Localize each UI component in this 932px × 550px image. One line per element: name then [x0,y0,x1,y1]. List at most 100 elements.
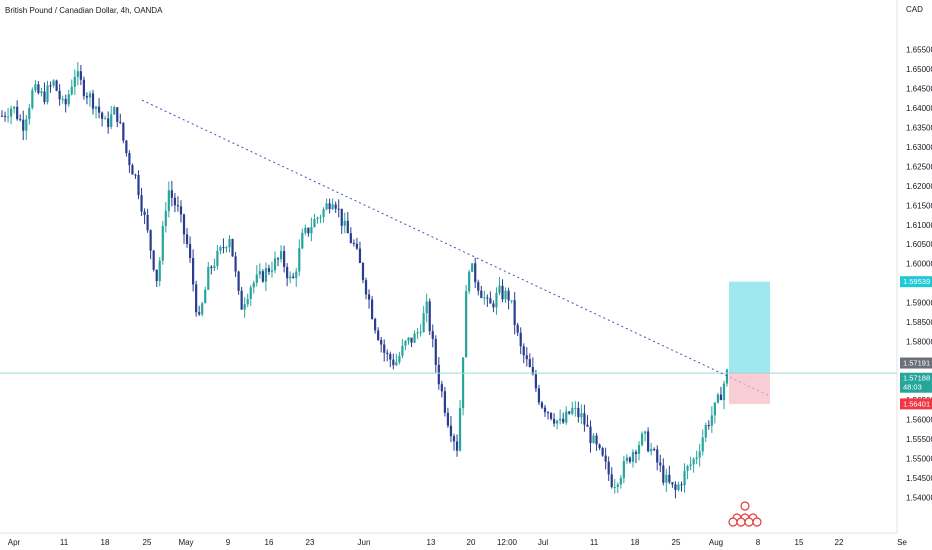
candle-body [334,204,337,209]
x-tick-label: 16 [265,538,274,547]
y-tick-label: 1.64000 [906,104,932,113]
candle-body [437,364,440,385]
candle-body [231,239,234,257]
y-tick-label: 1.58000 [906,338,932,347]
candle-body [634,451,638,454]
candle-body [683,470,686,486]
candle-body [531,367,534,375]
event-icon [728,517,738,527]
candle-body [716,394,719,403]
candle-body [674,484,677,490]
candle-body [361,263,365,281]
price-axis: CAD 1.65500 1.65000 1.64500 1.64000 1.63500 1.… [906,5,932,502]
candle-body [64,98,67,105]
candle-body [647,431,650,452]
candle-body [295,271,298,278]
x-tick-label: 8 [756,538,761,547]
candle-body [377,330,380,341]
x-tick-label: 13 [427,538,436,547]
candle-body [298,248,301,272]
candle-body [225,247,228,249]
events-marker [728,501,762,527]
candle-body [19,119,22,121]
candle-body [243,304,246,310]
candle-body [474,263,477,283]
y-tick-label: 1.54500 [906,474,932,483]
candle-body [528,359,531,368]
candle-body [577,408,580,418]
candle-body [465,291,468,358]
candle-body [104,118,107,120]
target-price-label: 1.59539 [903,277,930,286]
candle-body [665,474,668,483]
candle-body [176,205,180,207]
candle-body [580,413,583,418]
candle-body [668,474,671,483]
candle-body [55,80,58,91]
candle-body [70,86,73,95]
candle-body [686,466,689,471]
candle-body [662,465,665,483]
candle-body [255,274,258,283]
stop-price-label: 1.56401 [903,399,930,408]
candle-body [695,457,698,459]
x-tick-label: May [178,538,193,547]
candle-body [395,362,398,366]
candle-body [116,107,119,122]
candle-body [195,284,198,313]
candle-body [598,444,601,449]
candle-body [201,303,204,315]
candle-body [219,247,222,251]
candle-body [128,153,131,166]
y-tick-label: 1.62000 [906,182,932,191]
candle-body [422,313,425,332]
time-axis: Apr 11 18 25 May 9 16 23 Jun 13 20 12:00 Jul 11 18 25 Au… [8,538,908,547]
candle-body [283,251,286,267]
candle-body [458,408,462,451]
candle-body [725,369,729,384]
candle-body [398,355,401,363]
candle-body [188,244,192,258]
candle-body [440,384,443,392]
candle-body [134,174,137,176]
candle-body [364,280,368,295]
candle-body [328,203,331,210]
candle-body [516,324,519,333]
y-tick-label: 1.64500 [906,84,932,93]
candle-body [510,300,513,302]
candle-body [689,464,692,467]
x-tick-label: 25 [143,538,152,547]
candle-body [49,85,52,87]
candle-body [240,290,243,310]
y-tick-label: 1.63500 [906,123,932,132]
candle-body [713,402,716,416]
candle-body [367,294,371,300]
candle-body [428,301,431,332]
candle-body [492,303,495,308]
x-tick-label: 23 [306,538,315,547]
candle-body [213,265,216,269]
candle-body [91,93,95,109]
candle-body [113,107,116,115]
candle-body [222,247,225,249]
candle-body [452,436,456,442]
candle-body [659,462,662,466]
candle-body [76,71,79,77]
candle-body [489,298,492,304]
candle-body [477,282,480,291]
x-tick-label: 12:00 [497,538,518,547]
candle-body [607,461,610,475]
event-icon [752,517,762,527]
candle-body [137,174,140,196]
candle-body [210,266,213,269]
candle-body [207,266,210,290]
candle-body [455,441,459,451]
x-tick-label: 25 [672,538,681,547]
candle-body [537,388,541,403]
candle-body [316,218,319,220]
candle-body [173,197,177,206]
candle-body [650,449,653,452]
candle-body [343,220,346,226]
